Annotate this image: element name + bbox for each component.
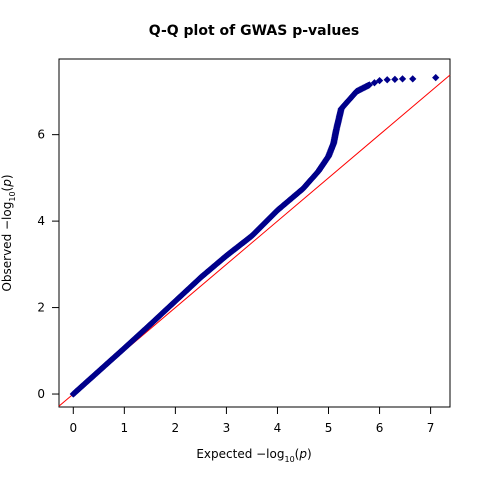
x-tick-label: 4 [274,421,282,435]
x-axis-label-prefix: Expected −log [196,447,284,461]
y-tick-label: 4 [37,214,45,228]
y-tick-label: 6 [37,128,45,142]
x-tick-label: 3 [223,421,231,435]
y-axis-label-subscript: 10 [8,191,17,201]
y-tick-label: 2 [37,301,45,315]
x-tick-label: 6 [376,421,384,435]
y-axis-label-prefix: Observed −log [0,202,14,292]
y-axis-label-close: ) [0,174,14,179]
y-axis-label-open: ( [0,187,14,192]
chart-title: Q-Q plot of GWAS p-values [149,23,359,39]
data-point [370,79,379,87]
data-point [375,76,384,85]
data-point [409,75,417,83]
plot-frame [58,58,451,408]
x-axis: 0 1 2 3 4 5 6 7 [69,407,434,435]
data-point [383,76,391,84]
x-tick-label: 0 [69,421,77,435]
x-axis-label: Expected −log10(p) [196,447,311,464]
y-axis-label: Observed −log10(p) [0,174,17,291]
data-point [432,73,440,82]
x-tick-label: 7 [427,421,435,435]
x-tick-label: 5 [325,421,333,435]
x-axis-label-close: ) [307,447,312,461]
data-point [398,75,407,83]
x-axis-label-open: ( [295,447,300,461]
x-tick-label: 2 [172,421,180,435]
data-points [69,73,440,398]
data-point [365,81,373,89]
x-axis-label-subscript: 10 [284,455,294,464]
y-axis-label-variable: p [0,179,14,188]
y-tick-label: 0 [37,387,45,401]
data-point [391,75,399,83]
x-tick-label: 1 [121,421,129,435]
y-axis: 0 2 4 6 [37,128,59,401]
x-axis-label-variable: p [298,447,307,461]
